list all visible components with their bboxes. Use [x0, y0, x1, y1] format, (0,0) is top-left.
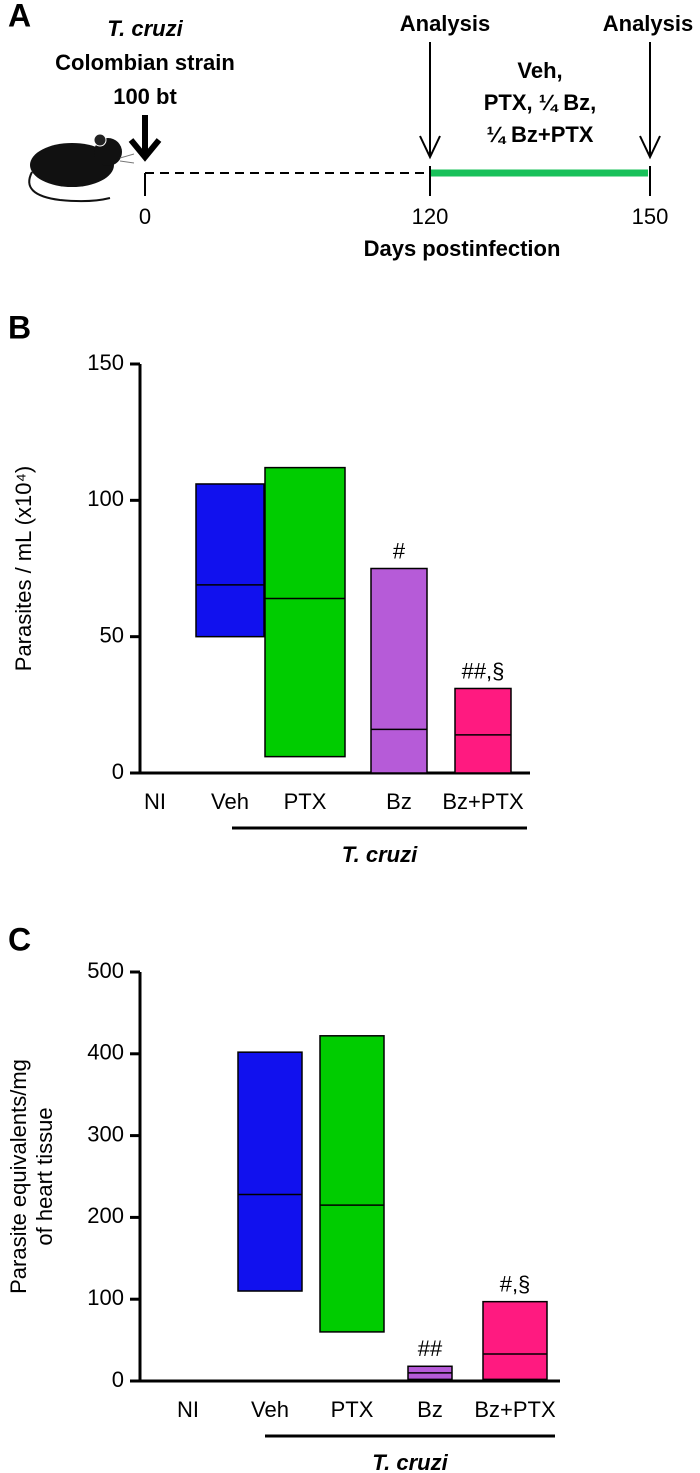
x-tick-label: Bz+PTX — [442, 789, 524, 814]
y-axis-label: of heart tissue — [32, 1107, 57, 1245]
range-bar — [370, 567, 428, 774]
x-tick-label: Bz+PTX — [474, 1397, 556, 1422]
y-tick-label: 100 — [87, 1285, 124, 1310]
range-bar — [237, 1051, 303, 1292]
panel-label: C — [8, 921, 31, 957]
treatment-label: ¼ Bz+PTX — [487, 122, 594, 147]
x-tick-label: NI — [144, 789, 166, 814]
panel-label: A — [8, 0, 31, 33]
timeline-ticks — [144, 166, 651, 196]
x-tick-label: PTX — [331, 1397, 374, 1422]
group-label: T. cruzi — [342, 842, 418, 867]
y-axis-label: Parasites / mL (x10⁴) — [11, 466, 36, 671]
y-tick-label: 400 — [87, 1040, 124, 1065]
analysis-label: Analysis — [400, 11, 491, 36]
treatment-label: Veh, — [517, 58, 562, 83]
range-bar — [195, 483, 265, 638]
annotation: ## — [418, 1336, 443, 1361]
range-bar — [264, 466, 346, 758]
timeline: A T. cruzi Colombian strain 100 bt Analy… — [8, 0, 693, 261]
y-tick-label: 0 — [112, 1367, 124, 1392]
infection-arrow — [128, 115, 162, 162]
inoculum-label: 100 bt — [113, 84, 177, 109]
analysis-arrow — [419, 42, 441, 160]
annotation: #,§ — [500, 1271, 531, 1296]
mouse-icon — [28, 133, 135, 203]
analysis-arrow — [639, 42, 661, 160]
annotation: ##,§ — [462, 658, 505, 683]
day-label: 0 — [139, 204, 151, 229]
x-tick-label: Veh — [251, 1397, 289, 1422]
y-axis-label: Parasite equivalents/mg — [6, 1059, 31, 1294]
analysis-label: Analysis — [603, 11, 694, 36]
inoculum-label: Colombian strain — [55, 50, 235, 75]
y-tick-label: 500 — [87, 958, 124, 983]
treatment-label: PTX, ¼ Bz, — [484, 90, 596, 115]
y-tick-label: 100 — [87, 486, 124, 511]
y-tick-label: 50 — [100, 622, 124, 647]
range-bar — [319, 1035, 385, 1333]
x-tick-label: NI — [177, 1397, 199, 1422]
x-tick-label: Veh — [211, 789, 249, 814]
annotation: # — [393, 538, 406, 563]
timeline-xlabel: Days postinfection — [364, 236, 561, 261]
group-label: T. cruzi — [372, 1450, 448, 1473]
panel-label: B — [8, 309, 31, 345]
x-tick-label: Bz — [386, 789, 412, 814]
range-bar — [454, 687, 512, 774]
y-tick-label: 300 — [87, 1121, 124, 1146]
y-tick-label: 0 — [112, 759, 124, 784]
day-label: 120 — [412, 204, 449, 229]
y-tick-label: 150 — [87, 350, 124, 375]
range-bar — [482, 1300, 548, 1381]
day-label: 150 — [632, 204, 669, 229]
y-tick-label: 200 — [87, 1203, 124, 1228]
inoculum-label: T. cruzi — [107, 16, 183, 41]
x-tick-label: Bz — [417, 1397, 443, 1422]
x-tick-label: PTX — [284, 789, 327, 814]
